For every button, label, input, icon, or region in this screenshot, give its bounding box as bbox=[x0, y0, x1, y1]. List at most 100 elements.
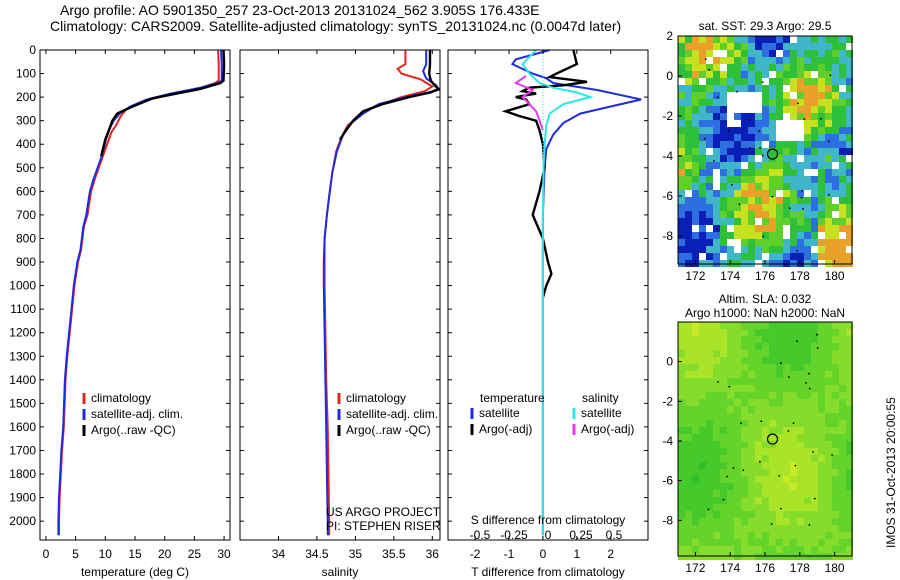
sla-cell bbox=[769, 539, 776, 546]
sst-cell bbox=[818, 50, 825, 57]
sla-cell bbox=[783, 364, 790, 371]
sla-cell bbox=[678, 392, 685, 399]
sla-cell bbox=[818, 441, 825, 448]
sst-cell bbox=[797, 162, 804, 169]
sst-cell bbox=[692, 36, 699, 43]
sst-cell bbox=[699, 197, 706, 204]
sst-cell bbox=[839, 43, 846, 50]
sst-cell bbox=[734, 113, 741, 120]
sla-cell bbox=[720, 371, 727, 378]
sst-cell bbox=[776, 246, 783, 253]
sst-cell bbox=[825, 246, 832, 253]
sla-cell bbox=[678, 385, 685, 392]
difference-series-sal_satellite bbox=[521, 50, 594, 536]
sla-cell bbox=[692, 420, 699, 427]
sst-cell bbox=[755, 246, 762, 253]
sla-cell bbox=[804, 350, 811, 357]
sla-cell bbox=[783, 518, 790, 525]
sst-cell bbox=[825, 134, 832, 141]
sst-cell bbox=[839, 225, 846, 232]
sla-cell bbox=[748, 371, 755, 378]
sst-cell bbox=[755, 127, 762, 134]
sst-cell bbox=[713, 204, 720, 211]
sla-cell bbox=[699, 525, 706, 532]
sst-cell bbox=[706, 120, 713, 127]
sla-cell bbox=[825, 546, 832, 553]
sst-cell bbox=[713, 106, 720, 113]
sla-cell bbox=[811, 371, 818, 378]
sst-cell bbox=[804, 218, 811, 225]
sst-cell bbox=[790, 141, 797, 148]
sst-cell bbox=[685, 148, 692, 155]
sst_map-coast-dot bbox=[716, 228, 718, 231]
sst-cell bbox=[755, 169, 762, 176]
sla-cell bbox=[699, 448, 706, 455]
sla-cell bbox=[755, 518, 762, 525]
sst-cell bbox=[776, 92, 783, 99]
sla-cell bbox=[776, 490, 783, 497]
sst-cell bbox=[790, 169, 797, 176]
sst_map-coast-dot bbox=[827, 140, 830, 143]
sst-cell bbox=[762, 50, 769, 57]
sla-cell bbox=[741, 378, 748, 385]
sla-cell bbox=[811, 441, 818, 448]
sla-cell bbox=[825, 336, 832, 343]
sla-cell bbox=[825, 329, 832, 336]
sla-cell bbox=[818, 413, 825, 420]
sst-cell bbox=[783, 169, 790, 176]
sst-cell bbox=[706, 64, 713, 71]
sla-cell bbox=[804, 546, 811, 553]
difference-s-xtick-label: -0.5 bbox=[470, 528, 491, 542]
sst-cell bbox=[741, 218, 748, 225]
sst-cell bbox=[769, 176, 776, 183]
sst-cell bbox=[706, 78, 713, 85]
sst_map-coast-dot bbox=[759, 147, 761, 149]
sla-cell bbox=[713, 462, 720, 469]
sla-cell bbox=[727, 392, 734, 399]
sla-cell bbox=[713, 546, 720, 553]
sla-cell bbox=[727, 476, 734, 483]
sst-cell bbox=[720, 106, 727, 113]
temperature-legend-label: Argo(..raw -QC) bbox=[91, 423, 176, 437]
sla-cell bbox=[790, 434, 797, 441]
sla-cell bbox=[755, 336, 762, 343]
sla-cell bbox=[692, 532, 699, 539]
sla-cell bbox=[783, 343, 790, 350]
sla-cell bbox=[804, 371, 811, 378]
sla-cell bbox=[776, 511, 783, 518]
sst-cell bbox=[790, 162, 797, 169]
sst-cell bbox=[713, 246, 720, 253]
sst-cell bbox=[769, 239, 776, 246]
sst-cell bbox=[825, 78, 832, 85]
sla-cell bbox=[741, 448, 748, 455]
salinity-legend-label: climatology bbox=[346, 391, 406, 405]
sst-cell bbox=[685, 204, 692, 211]
sst-cell bbox=[678, 127, 685, 134]
sst-cell bbox=[741, 148, 748, 155]
sla_map-coast-dot bbox=[779, 362, 782, 365]
sst-cell bbox=[825, 225, 832, 232]
sla-cell bbox=[832, 504, 839, 511]
sst-cell bbox=[832, 134, 839, 141]
sla-cell bbox=[776, 371, 783, 378]
salinity-xtick-label: 34.5 bbox=[305, 547, 329, 561]
sst-cell bbox=[755, 120, 762, 127]
sla-cell bbox=[685, 539, 692, 546]
sla-cell bbox=[804, 427, 811, 434]
sla-cell bbox=[692, 511, 699, 518]
sst-cell bbox=[825, 99, 832, 106]
sla-cell bbox=[748, 406, 755, 413]
sst-cell bbox=[706, 85, 713, 92]
sla-cell bbox=[706, 539, 713, 546]
sla-cell bbox=[685, 357, 692, 364]
sst-cell bbox=[804, 176, 811, 183]
sst-cell bbox=[790, 225, 797, 232]
sla-cell bbox=[783, 406, 790, 413]
sst-cell bbox=[748, 148, 755, 155]
sst-cell bbox=[811, 176, 818, 183]
depth-tick-label: 1200 bbox=[9, 326, 36, 340]
sla-cell bbox=[741, 539, 748, 546]
sla-cell bbox=[755, 392, 762, 399]
sst-cell bbox=[832, 127, 839, 134]
sla-cell bbox=[797, 532, 804, 539]
